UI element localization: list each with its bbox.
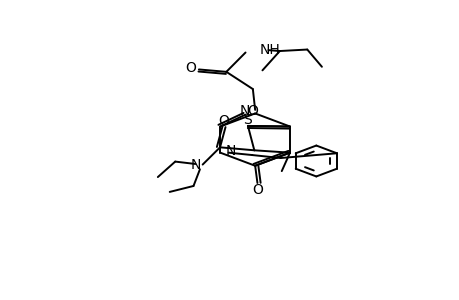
Text: N: N (240, 104, 250, 118)
Text: NH: NH (259, 43, 280, 56)
Text: S: S (242, 113, 251, 127)
Text: O: O (185, 61, 196, 75)
Text: O: O (246, 104, 257, 118)
Text: O: O (252, 182, 263, 197)
Text: O: O (218, 114, 229, 128)
Text: N: N (225, 144, 235, 158)
Text: N: N (190, 158, 200, 172)
